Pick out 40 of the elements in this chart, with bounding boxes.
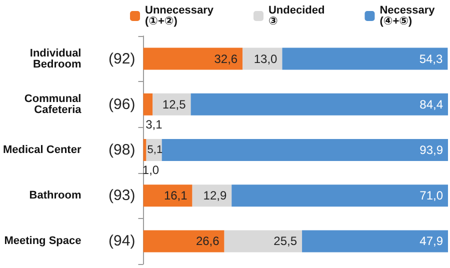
legend-label: Unnecessary (①+②) — [145, 4, 214, 28]
data-label: 54,3 — [419, 52, 444, 66]
y-tick-label: Meeting Space — [4, 235, 82, 248]
data-label: 1,0 — [142, 163, 160, 177]
bar — [143, 230, 224, 252]
text: (98) — [108, 142, 136, 158]
data-label: 47,9 — [420, 234, 444, 248]
y-tick-label: Bathroom — [29, 190, 82, 202]
bar — [232, 184, 448, 207]
y-tick-label: Individual Bedroom — [30, 47, 82, 70]
text: (94) — [108, 232, 136, 250]
data-label: 12,5 — [162, 97, 186, 112]
bar — [143, 93, 153, 116]
bar — [282, 48, 448, 70]
y-tick-label: Communal Cafeteria — [24, 92, 82, 116]
y-tick-label: Medical Center — [2, 144, 82, 156]
bar — [302, 230, 448, 252]
text: (96) — [108, 96, 136, 113]
data-label: 3,1 — [146, 117, 163, 132]
text: (92) — [108, 50, 136, 68]
data-label: 26,6 — [196, 234, 220, 248]
data-label: 71,0 — [420, 188, 444, 203]
data-label: 25,5 — [274, 234, 298, 248]
bar — [143, 139, 146, 161]
data-label: 93,9 — [420, 143, 444, 157]
legend-label: Undecided ③ — [268, 4, 325, 28]
bar — [143, 184, 192, 207]
data-label: 16,1 — [164, 188, 188, 203]
bar — [152, 93, 191, 116]
bar — [190, 93, 448, 116]
legend-label: Necessary (④+⑤) — [380, 4, 436, 28]
bar — [224, 230, 302, 252]
data-label: 13,0 — [254, 52, 278, 66]
bar — [143, 48, 243, 70]
bar — [162, 139, 448, 161]
data-label: 84,4 — [420, 97, 444, 112]
data-label: 32,6 — [214, 52, 238, 66]
bar — [242, 48, 282, 70]
data-label: 12,9 — [203, 188, 227, 203]
text: (93) — [108, 187, 136, 204]
